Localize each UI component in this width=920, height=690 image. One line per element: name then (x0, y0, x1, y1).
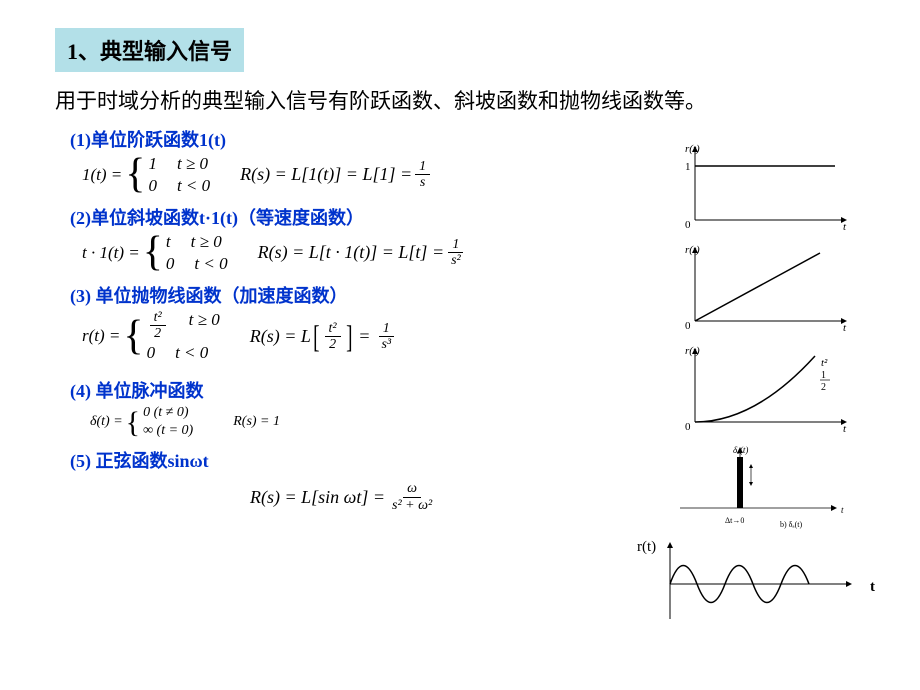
v: 0 (147, 343, 156, 363)
svg-text:2: 2 (821, 382, 826, 393)
sec2-lhs: t · 1(t) = (82, 243, 140, 263)
eq: = (358, 326, 370, 347)
c: t < 0 (177, 176, 210, 196)
sec3-eq: r(t) = { t²2 t ≥ 0 0t < 0 R(s) = L [ t²2… (82, 310, 620, 364)
n: t² (150, 310, 166, 326)
sec5-rlhs: R(s) = L[sin ωt] = (250, 487, 385, 508)
c: t < 0 (175, 343, 208, 363)
d: 2 (150, 326, 165, 341)
step-graph: r(t) 1 0 t (655, 140, 855, 235)
svg-text:1: 1 (685, 161, 691, 173)
v: t (166, 232, 171, 252)
v: 0 (148, 176, 157, 196)
svg-text:r(t): r(t) (685, 345, 700, 357)
lbracket-icon: [ (313, 324, 319, 350)
sec1-rlhs: R(s) = L[1(t)] = L[1] = (240, 164, 412, 185)
n: ω (403, 481, 421, 497)
ramp-graph: r(t) 0 t (655, 241, 855, 336)
d: s² (447, 253, 465, 268)
sec3-lhs: r(t) = (82, 326, 120, 346)
n: t² (325, 321, 341, 337)
svg-text:b) δₐ(t): b) δₐ(t) (780, 520, 803, 529)
sec2-eq: t · 1(t) = { t t ≥ 0 0 t < 0 R(s) = L[t · … (82, 232, 620, 274)
sec1-lhs: 1(t) = (82, 165, 122, 185)
section-header: 1、典型输入信号 (55, 28, 244, 72)
sine-graph (655, 539, 855, 629)
svg-text:1: 1 (821, 370, 826, 381)
sec1-title: (1)单位阶跃函数1(t) (70, 126, 620, 152)
sec4-title: (4) 单位脉冲函数 (70, 377, 204, 403)
impulse-graph: δₐ(t) Δt→0 t b) δₐ(t) (655, 443, 855, 533)
sec2-rlhs: R(s) = L[t · 1(t)] = L[t] = (258, 242, 444, 263)
svg-text:r(t): r(t) (685, 143, 700, 155)
sec1-eq: 1(t) = { 1 t ≥ 0 0 t < 0 R(s) = L[1(t)] = … (82, 154, 620, 196)
d: 2 (325, 337, 340, 352)
n: 1 (379, 321, 394, 337)
svg-text:0: 0 (685, 421, 691, 433)
d: s² + ω² (388, 498, 436, 513)
svg-text:t: t (843, 423, 847, 435)
svg-text:t: t (843, 322, 847, 334)
sec4-r: R(s) = 1 (233, 414, 280, 430)
svg-text:t: t (843, 221, 847, 233)
sec3-rlhs: R(s) = L (250, 326, 311, 347)
parabola-graph: r(t) t² 1 2 0 t (655, 342, 855, 437)
n: 1 (448, 237, 463, 253)
sec4-lhs: δ(t) = (90, 414, 123, 430)
graphs-column: r(t) 1 0 t r(t) 0 t r(t) t² 1 2 0 t δₐ(t… (655, 140, 865, 634)
brace-icon: { (143, 236, 163, 270)
c: t ≥ 0 (191, 232, 222, 252)
c: t ≥ 0 (189, 310, 220, 342)
sec3-title: (3) 单位抛物线函数（加速度函数） (70, 282, 620, 308)
brace-icon: { (126, 412, 140, 433)
v: 0 (166, 254, 175, 274)
sine-y-label: r(t) (637, 539, 656, 556)
svg-text:r(t): r(t) (685, 244, 700, 256)
content: (1)单位阶跃函数1(t) 1(t) = { 1 t ≥ 0 0 t < 0 R(s… (70, 126, 620, 514)
c: t ≥ 0 (177, 154, 208, 174)
rbracket-icon: ] (346, 324, 352, 350)
n: 1 (415, 159, 430, 175)
svg-text:t²: t² (821, 357, 828, 369)
c: t < 0 (194, 254, 227, 274)
c: 0 (t ≠ 0) (143, 405, 193, 421)
d: s (416, 175, 429, 190)
brace-icon: { (125, 158, 145, 192)
svg-text:0: 0 (685, 320, 691, 332)
svg-text:Δt→0: Δt→0 (725, 516, 744, 525)
sec5-title: (5) 正弦函数sinωt (70, 447, 620, 473)
c: ∞ (t = 0) (143, 423, 193, 439)
svg-text:0: 0 (685, 219, 691, 231)
svg-text:t: t (841, 505, 844, 515)
v: 1 (148, 154, 157, 174)
d: s³ (377, 337, 395, 352)
intro-text: 用于时域分析的典型输入信号有阶跃函数、斜坡函数和抛物线函数等。 (55, 86, 865, 118)
brace-icon: { (123, 320, 143, 354)
sine-x-label: t (870, 579, 875, 596)
sec2-title: (2)单位斜坡函数t·1(t)（等速度函数） (70, 204, 620, 230)
